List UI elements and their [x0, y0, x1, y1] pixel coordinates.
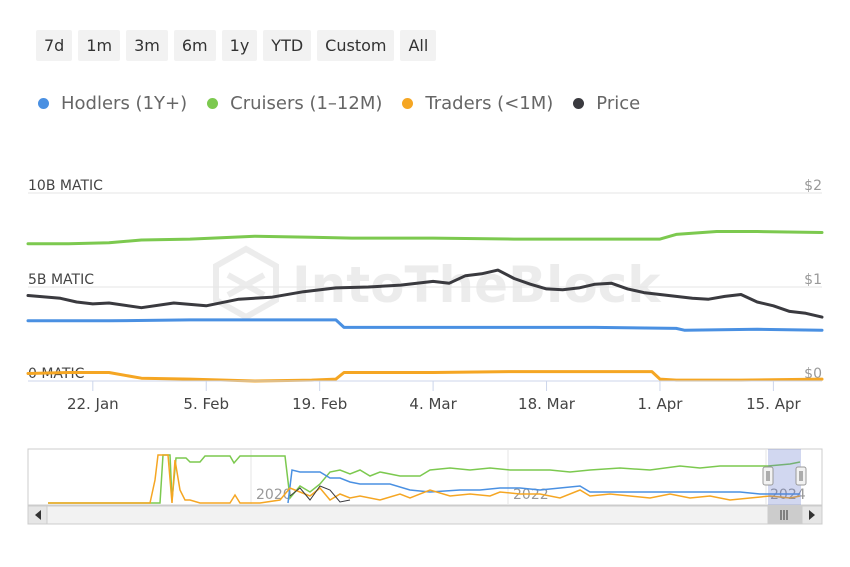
- x-tick-label: 18. Mar: [518, 395, 576, 413]
- range-1m-button[interactable]: 1m: [78, 30, 121, 61]
- series-lines: [26, 230, 824, 383]
- navigator-series-hodlers: [287, 469, 800, 504]
- watermark-logo-icon: [213, 245, 279, 321]
- scrollbar-left-arrow-icon[interactable]: [27, 505, 48, 525]
- scrollbar-right-arrow-icon[interactable]: [801, 505, 823, 525]
- range-1y-button[interactable]: 1y: [221, 30, 258, 61]
- series-line-traders[interactable]: [26, 370, 824, 383]
- scrollbar-thumb[interactable]: [767, 505, 802, 525]
- range-6m-button[interactable]: 6m: [173, 30, 216, 61]
- legend-item-price[interactable]: Price: [573, 93, 640, 114]
- legend-item-cruisers[interactable]: Cruisers (1–12M): [207, 93, 382, 114]
- legend-item-hodlers[interactable]: Hodlers (1Y+): [38, 93, 187, 114]
- legend-dot-hodlers: [38, 98, 49, 109]
- legend-dot-traders: [402, 98, 414, 109]
- legend-label-traders: Traders (<1M): [425, 93, 554, 114]
- x-tick-label: 1. Apr: [637, 395, 683, 413]
- series-line-price[interactable]: [26, 268, 824, 319]
- y-right-tick-label: $1: [804, 272, 822, 288]
- scrollbar: [27, 505, 823, 525]
- navigator-handle-right-icon[interactable]: [795, 466, 807, 486]
- navigator-year-label: 2024: [770, 487, 806, 503]
- legend-dot-price: [573, 98, 585, 109]
- legend-label-cruisers: Cruisers (1–12M): [230, 93, 383, 114]
- range-7d-button[interactable]: 7d: [36, 30, 73, 61]
- navigator-series-traders: [48, 454, 801, 504]
- navigator-year-label: 2022: [513, 487, 549, 503]
- series-line-cruisers[interactable]: [26, 230, 824, 246]
- navigator-series-cruisers: [48, 454, 801, 504]
- legend-label-price: Price: [596, 93, 641, 114]
- x-axis: 22. Jan 5. Feb 19. Feb 4. Mar 18. Mar 1. Apr 1…: [67, 381, 802, 413]
- y-left-tick-label: 5B MATIC: [28, 272, 94, 288]
- legend-label-hodlers: Hodlers (1Y+): [61, 93, 188, 114]
- legend-dot-cruisers: [207, 98, 219, 109]
- watermark-text: IntoTheBlock: [292, 256, 662, 314]
- x-tick-label: 15. Apr: [746, 395, 801, 413]
- range-3m-button[interactable]: 3m: [126, 30, 168, 61]
- x-tick-label: 4. Mar: [409, 395, 457, 413]
- navigator-series-price: [289, 485, 351, 503]
- navigator-year-label: 2020: [256, 487, 292, 503]
- range-ytd-button[interactable]: YTD: [263, 30, 312, 61]
- series-line-hodlers[interactable]: [26, 318, 824, 332]
- y-left-tick-label: 10B MATIC: [28, 178, 103, 194]
- legend-item-traders[interactable]: Traders (<1M): [402, 93, 553, 114]
- scrollbar-track[interactable]: [27, 505, 823, 525]
- y-axis-right: $0$1$2: [804, 178, 822, 382]
- grid: [28, 192, 822, 288]
- x-tick-label: 5. Feb: [183, 395, 229, 413]
- x-tick-label: 19. Feb: [292, 395, 347, 413]
- range-all-button[interactable]: All: [400, 30, 437, 61]
- chart-legend: Hodlers (1Y+) Cruisers (1–12M) Traders (…: [38, 93, 640, 114]
- range-selector: 7d 1m 3m 6m 1y YTD Custom All: [36, 30, 437, 61]
- y-right-tick-label: $2: [804, 178, 822, 194]
- range-custom-button[interactable]: Custom: [317, 30, 395, 61]
- navigator: 2020 2022 2024: [27, 448, 823, 506]
- navigator-handle-left-icon[interactable]: [762, 466, 774, 486]
- x-tick-label: 22. Jan: [67, 395, 119, 413]
